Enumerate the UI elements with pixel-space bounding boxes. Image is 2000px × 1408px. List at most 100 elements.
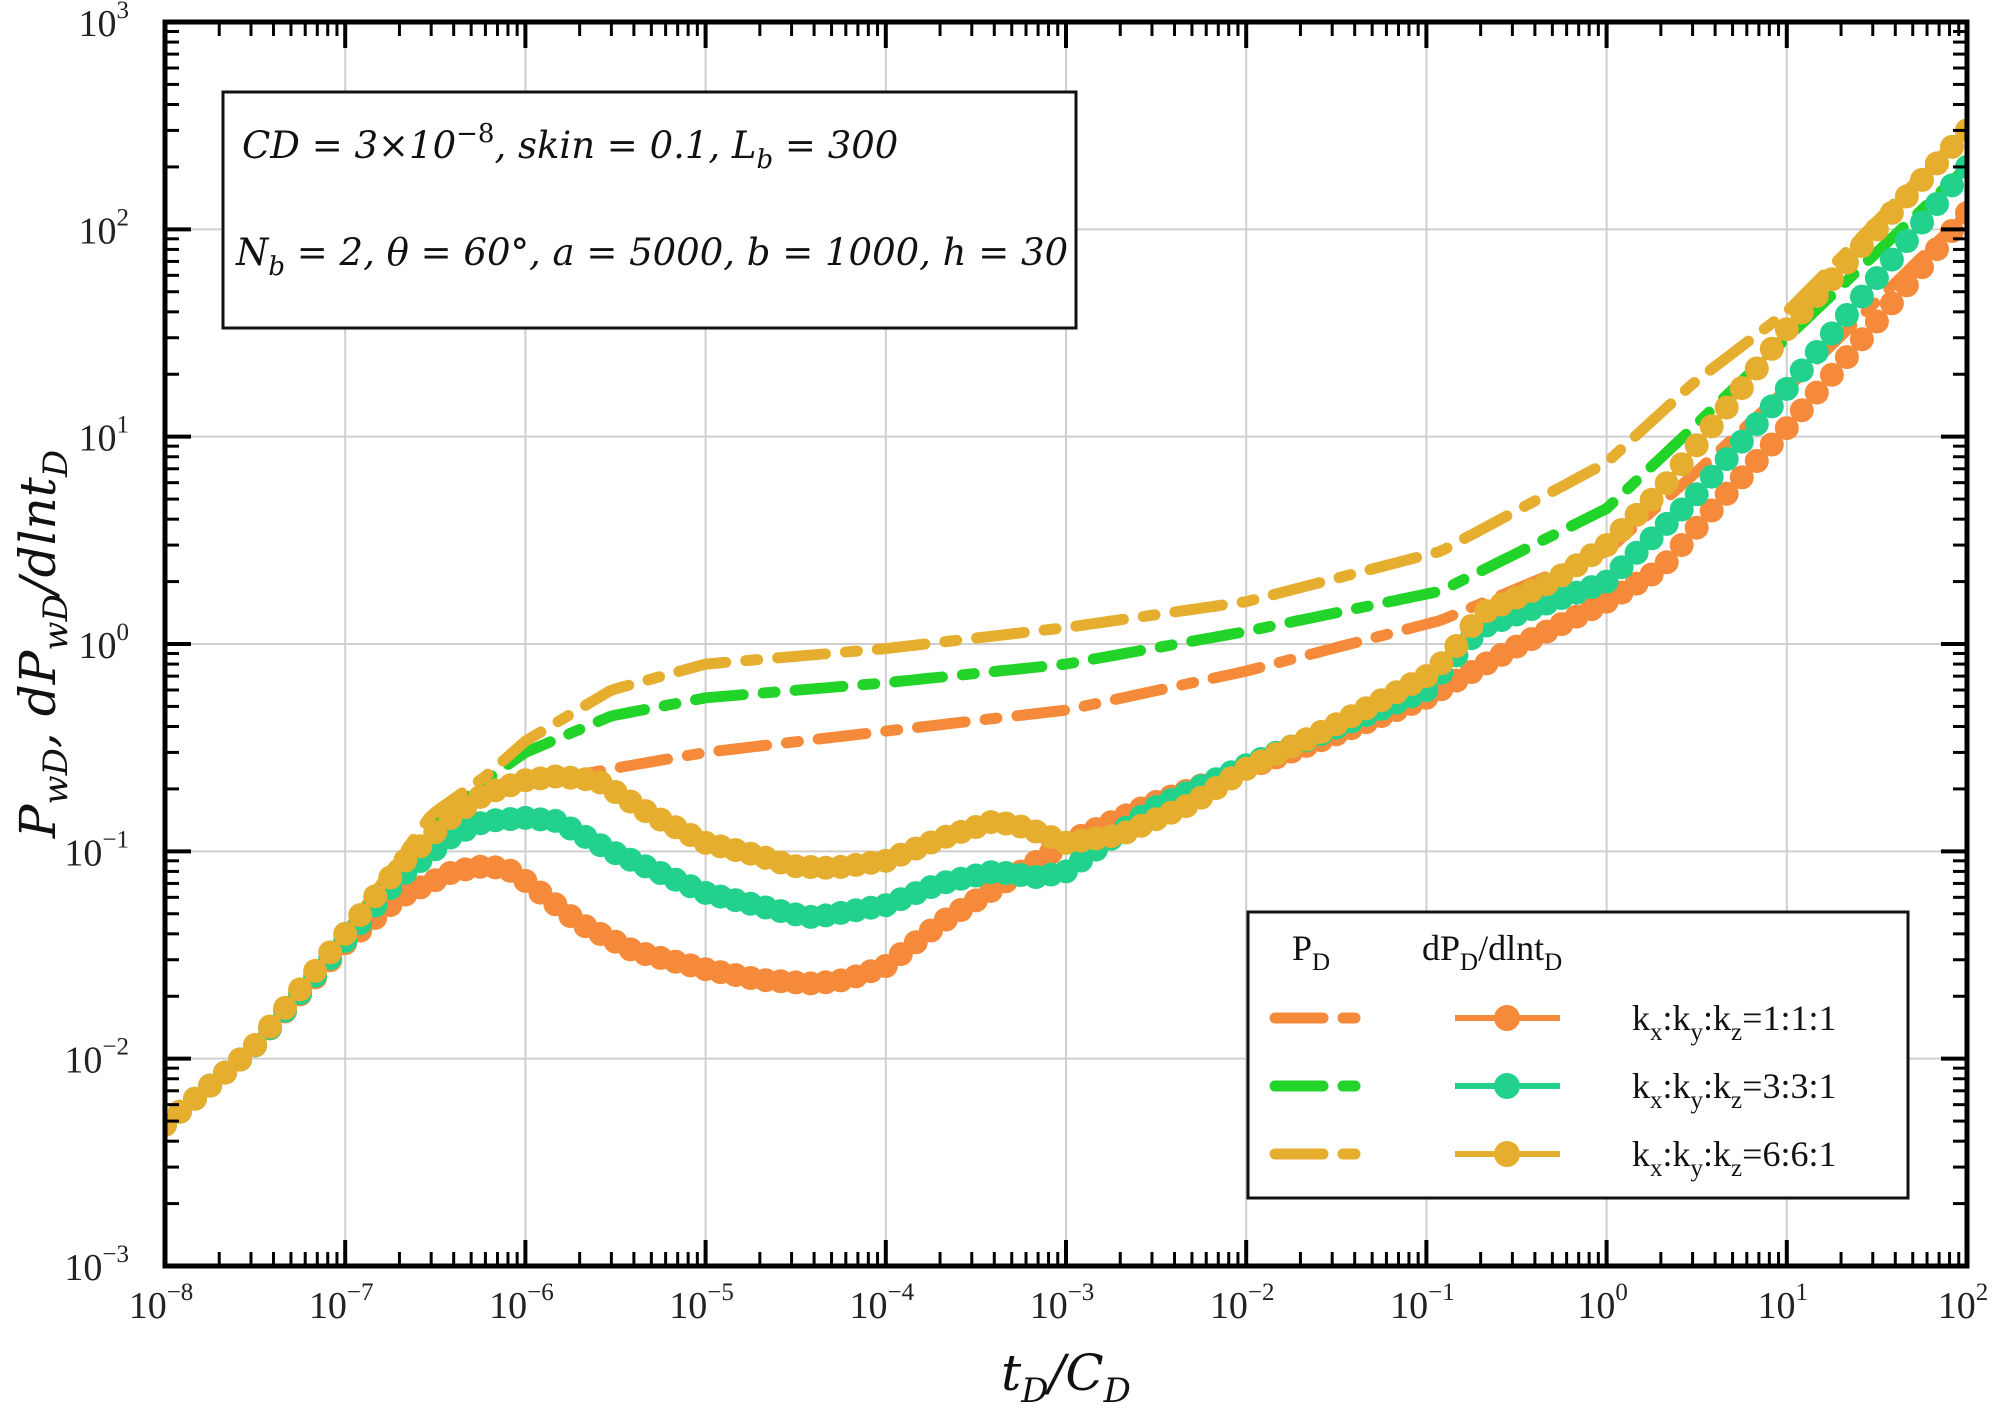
dpd-marker-series-2 [1789, 358, 1814, 383]
dpd-marker-series-3 [1699, 414, 1724, 439]
dpd-marker-series-1 [1925, 237, 1949, 262]
dpd-marker-series-3 [1594, 533, 1619, 558]
dpd-marker-series-3 [1684, 433, 1709, 458]
axis-ticks [163, 20, 1969, 1268]
legend-dpd-swatch-marker [1494, 1005, 1520, 1031]
dpd-marker-series-3 [1429, 651, 1454, 676]
dpd-marker-series-3 [408, 834, 433, 859]
dpd-marker-series-2 [1910, 210, 1934, 235]
dpd-marker-series-2 [1864, 266, 1889, 291]
x-tick-label: 10−7 [309, 1279, 374, 1327]
dpd-marker-series-3 [1459, 614, 1484, 638]
legend-series-label: kx:ky:kz=3:3:1 [1632, 1066, 1836, 1114]
dpd-marker-series-1 [1759, 432, 1784, 457]
dpd-marker-series-3 [1744, 356, 1769, 381]
x-tick-label: 10−6 [489, 1279, 554, 1327]
dpd-marker-series-1 [1910, 255, 1934, 280]
dpd-marker-series-1 [1834, 345, 1859, 370]
dpd-marker-series-3 [228, 1047, 253, 1072]
dpd-marker-series-3 [1879, 200, 1904, 225]
dpd-marker-series-3 [1714, 395, 1739, 420]
dpd-marker-series-2 [1759, 394, 1784, 419]
x-axis-title: tD/CD [1001, 1344, 1131, 1408]
dpd-marker-series-3 [303, 958, 328, 983]
dpd-marker-series-1 [1744, 449, 1769, 473]
annotation-line-2: Nb = 2, θ = 60°, a = 5000, b = 1000, h =… [235, 231, 1068, 282]
dpd-marker-series-3 [1864, 217, 1889, 242]
dpd-marker-series-1 [1789, 398, 1814, 423]
x-tick-label: 10−3 [1030, 1279, 1095, 1327]
y-tick-label: 101 [79, 412, 130, 460]
legend: PD dPD/dlntD kx:ky:kz=1:1:1kx:ky:kz=3:3:… [1246, 910, 1910, 1200]
dpd-marker-series-2 [1804, 340, 1829, 364]
y-tick-label: 10−3 [64, 1241, 129, 1289]
dpd-marker-series-1 [1774, 416, 1799, 441]
dpd-marker-series-3 [1624, 502, 1649, 527]
legend-series-label: kx:ky:kz=1:1:1 [1632, 998, 1836, 1046]
dpd-marker-series-3 [1639, 487, 1664, 512]
dpd-marker-series-1 [1849, 327, 1874, 352]
dpd-marker-series-2 [1940, 173, 1964, 198]
dpd-marker-series-3 [1894, 184, 1919, 209]
dpd-marker-series-1 [1955, 200, 1967, 225]
annotation-line-1: CD = 3×10−8, skin = 0.1, Lb = 300 [242, 119, 898, 175]
x-tick-label: 10−5 [669, 1279, 734, 1327]
dpd-marker-series-3 [1654, 471, 1679, 496]
dpd-marker-series-2 [1744, 412, 1769, 436]
dpd-marker-series-3 [1910, 167, 1934, 192]
dpd-marker-series-2 [1684, 482, 1709, 507]
dpd-marker-series-1 [1879, 291, 1904, 316]
x-tick-label: 10−1 [1390, 1279, 1455, 1327]
y-tick-label: 100 [79, 619, 130, 667]
dpd-marker-series-2 [1639, 526, 1664, 551]
x-tick-label: 100 [1577, 1279, 1628, 1327]
dpd-marker-series-2 [1729, 429, 1754, 454]
tick-labels: 10−8 10−7 10−6 10−5 10−4 10−3 10−2 10−1 100 101 10… [64, 0, 1988, 1327]
dpd-marker-series-3 [318, 940, 343, 965]
dpd-marker-series-1 [1819, 362, 1844, 387]
dpd-marker-series-1 [1684, 515, 1709, 540]
dpd-marker-series-1 [1804, 380, 1829, 405]
dpd-marker-series-1 [1714, 481, 1739, 506]
dpd-marker-series-3 [1609, 518, 1634, 542]
dpd-marker-series-3 [273, 995, 298, 1020]
dpd-marker-series-3 [1925, 151, 1949, 176]
dpd-marker-series-2 [1609, 555, 1634, 580]
dpd-marker-series-1 [1669, 533, 1694, 557]
legend-series-label: kx:ky:kz=6:6:1 [1632, 1134, 1836, 1182]
y-tick-label: 102 [79, 204, 130, 252]
dpd-marker-series-2 [1879, 247, 1904, 272]
dpd-marker-series-3 [288, 977, 313, 1002]
dpd-marker-series-2 [1894, 229, 1919, 253]
dpd-marker-series-3 [258, 1014, 283, 1039]
dpd-marker-series-2 [1654, 511, 1679, 536]
series-group [165, 118, 1967, 1137]
dpd-marker-series-3 [363, 884, 388, 909]
dpd-marker-series-1 [1654, 550, 1679, 575]
dpd-marker-series-2 [1819, 321, 1844, 346]
dpd-marker-series-3 [1819, 267, 1844, 292]
dpd-marker-series-1 [1864, 309, 1889, 334]
legend-dpd-swatch-marker [1494, 1073, 1520, 1099]
pd-line-series-3 [165, 124, 1967, 1131]
dpd-marker-series-2 [1594, 569, 1619, 594]
dpd-marker-series-3 [1774, 317, 1799, 342]
x-tick-label: 10−2 [1210, 1279, 1275, 1327]
dpd-marker-series-2 [1849, 284, 1874, 309]
dpd-marker-series-3 [1804, 283, 1829, 308]
dpd-marker-series-3 [1759, 336, 1784, 361]
dpd-marker-series-3 [1834, 250, 1859, 275]
dpd-marker-series-2 [1714, 447, 1739, 472]
dpd-marker-series-3 [1669, 452, 1694, 477]
dpd-marker-series-3 [1789, 300, 1814, 325]
dpd-marker-series-3 [393, 848, 418, 873]
x-tick-label: 102 [1938, 1279, 1989, 1327]
parameter-annotation-box: CD = 3×10−8, skin = 0.1, Lb = 300 Nb = 2… [221, 90, 1078, 330]
dpd-marker-series-2 [1624, 540, 1649, 565]
y-tick-label: 103 [79, 0, 130, 45]
dpd-marker-series-2 [1669, 497, 1694, 522]
dpd-marker-series-3 [243, 1033, 268, 1057]
legend-col-dpd: dPD/dlntD [1422, 928, 1562, 976]
dpd-marker-series-3 [1444, 634, 1469, 658]
dpd-marker-series-3 [1940, 134, 1964, 159]
